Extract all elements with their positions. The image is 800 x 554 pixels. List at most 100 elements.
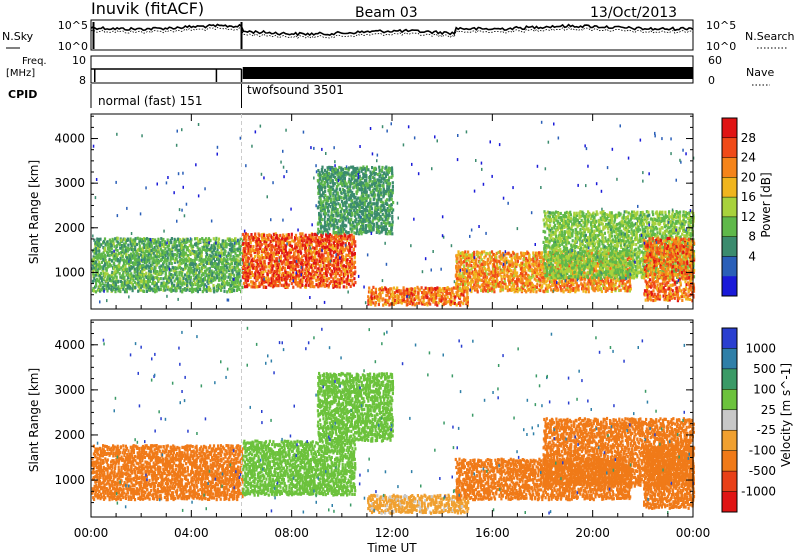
- power-cell-3184: [349, 221, 352, 225]
- power-cell-1444: [229, 257, 232, 261]
- power-cell-4640: [523, 267, 526, 272]
- power-cell-2709: [348, 266, 351, 270]
- power-cell-3482: [371, 188, 374, 192]
- power-cell-4585: [516, 262, 519, 267]
- power-cell-1975: [277, 240, 280, 244]
- power-cell-2570: [335, 279, 338, 283]
- power-cell-2255: [305, 253, 308, 257]
- power-cell-2933: [328, 177, 331, 181]
- power-cell-4359: [487, 257, 490, 261]
- power-cell-283: [119, 246, 122, 250]
- power-cell-3421: [365, 175, 368, 179]
- power-cell-2000: [281, 271, 284, 276]
- power-cell-2829: [320, 230, 323, 234]
- power-cell-248: [114, 257, 117, 261]
- freq-trace-twofsound: [242, 67, 694, 79]
- power-cell-2491: [326, 239, 329, 243]
- power-cell-3260: [354, 201, 358, 205]
- power-cell-1428: [227, 251, 230, 255]
- power-cell-1334: [218, 283, 221, 287]
- power-cell-278: [118, 268, 121, 272]
- power-cell-564: [145, 289, 148, 293]
- power-cell-2514: [328, 233, 332, 237]
- power-cell-1892: [270, 257, 273, 261]
- power-cell-2272: [306, 262, 309, 266]
- power-cell-294: [121, 268, 124, 272]
- power-cell-2529: [330, 234, 333, 238]
- noise-sky-trace: [90, 23, 694, 37]
- power-cell-755: [160, 257, 164, 262]
- power-cell-3849: [401, 298, 404, 303]
- power-cell-1114: [197, 281, 200, 285]
- power-cell-912: [177, 264, 180, 268]
- power-cell-449: [135, 254, 138, 258]
- power-cell-949: [181, 271, 184, 275]
- power-cell-2205: [299, 236, 302, 240]
- power-cell-1359: [221, 251, 224, 255]
- power-cell-4323: [483, 285, 486, 290]
- power-cell-1627: [248, 283, 251, 287]
- power-cell-1828: [264, 276, 267, 280]
- power-cell-1425: [228, 267, 231, 271]
- power-cell-2341: [311, 235, 314, 239]
- power-cell-2002: [282, 265, 285, 270]
- power-cell-2511: [328, 239, 331, 243]
- power-cell-2863: [323, 195, 326, 199]
- power-cell-3050: [337, 168, 340, 172]
- power-cell-3226: [353, 226, 356, 230]
- power-cell-1188: [203, 269, 207, 273]
- power-cell-3210: [351, 211, 354, 215]
- power-cell-4115: [456, 256, 459, 260]
- power-cell-1536: [238, 271, 241, 275]
- power-cell-22: [93, 261, 96, 265]
- power-cell-2490: [326, 245, 329, 249]
- power-cell-778: [163, 242, 166, 246]
- power-cell-1721: [254, 232, 257, 236]
- power-cell-2481: [326, 268, 329, 272]
- power-cell-3800: [387, 299, 390, 303]
- power-cell-1005: [187, 277, 190, 281]
- power-cell-1098: [195, 271, 198, 275]
- power-cell-1901: [272, 284, 276, 288]
- power-cell-1321: [217, 261, 220, 265]
- power-cell-2654: [342, 276, 345, 280]
- power-cell-1092: [196, 284, 199, 288]
- power-cell-2407: [319, 263, 322, 268]
- power-cell-2401: [320, 275, 323, 279]
- power-cell-2806: [318, 219, 322, 223]
- power-cell-3420: [365, 178, 368, 183]
- power-cell-288: [120, 283, 123, 287]
- power-cell-2344: [313, 276, 316, 280]
- power-cell-3064: [338, 195, 341, 199]
- power-cell-2033: [283, 243, 286, 247]
- power-cell-2561: [334, 247, 337, 251]
- power-cell-1313: [217, 286, 221, 290]
- power-cell-2087: [288, 253, 291, 257]
- power-cell-994: [185, 253, 188, 257]
- power-cell-1061: [192, 273, 195, 277]
- power-cell-1177: [202, 247, 205, 251]
- power-cell-453: [134, 244, 137, 248]
- power-cell-1661: [249, 247, 252, 251]
- power-cell-3761: [372, 291, 375, 295]
- power-cell-959: [181, 243, 184, 247]
- power-cell-173: [108, 262, 111, 266]
- power-cell-3207: [351, 223, 354, 227]
- power-cell-850: [170, 247, 173, 251]
- power-cell-3510: [373, 173, 376, 177]
- power-cell-1971: [278, 248, 282, 252]
- power-cell-2077: [289, 279, 292, 283]
- power-cell-1578: [242, 247, 245, 251]
- power-cell-1229: [208, 270, 211, 274]
- power-cell-2860: [322, 203, 325, 207]
- power-cell-743: [159, 241, 162, 245]
- power-cell-1508: [234, 237, 237, 241]
- power-cell-2088: [288, 250, 291, 254]
- power-cell-3592: [379, 207, 382, 211]
- power-cell-2103: [290, 248, 293, 252]
- power-cell-3736: [390, 166, 394, 170]
- power-cell-145: [103, 237, 107, 241]
- power-cell-3348: [361, 227, 365, 231]
- power-cell-4733: [535, 285, 538, 290]
- freq-right-tick-top: 60: [708, 54, 722, 67]
